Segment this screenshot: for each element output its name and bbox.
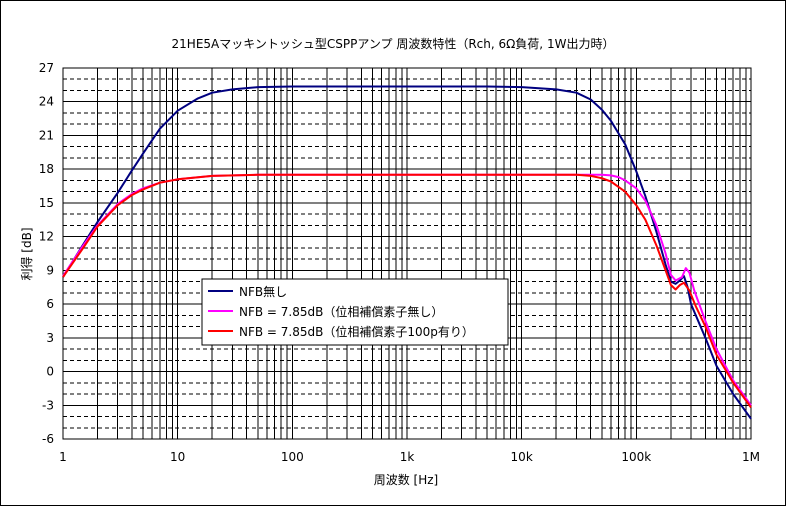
series-line-3 bbox=[62, 173, 752, 409]
chart-title: 21HE5Aマッキントッシュ型CSPPアンプ 周波数特性（Rch, 6Ω負荷, … bbox=[172, 36, 615, 51]
y-tick-labels: -6 -3 0 3 6 9 12 15 18 21 24 27 bbox=[39, 61, 54, 446]
x-tick-label: 1k bbox=[400, 450, 415, 464]
x-tick-label: 1 bbox=[59, 450, 67, 464]
y-tick-label: 15 bbox=[39, 196, 54, 210]
x-tick-label: 1M bbox=[742, 450, 760, 464]
y-tick-label: 12 bbox=[39, 230, 54, 244]
y-tick-label: -3 bbox=[42, 398, 54, 412]
y-tick-label: 21 bbox=[39, 128, 54, 142]
legend-label-3: NFB = 7.85dB（位相補償素子100p有り） bbox=[239, 324, 474, 339]
y-tick-label: 24 bbox=[39, 95, 54, 109]
legend-label-2: NFB = 7.85dB（位相補償素子無し） bbox=[239, 304, 443, 319]
plot-border bbox=[62, 67, 752, 440]
series-line-1 bbox=[62, 85, 752, 420]
y-axis-label: 利得 [dB] bbox=[19, 227, 34, 280]
grid-lines bbox=[62, 67, 752, 440]
series-lines bbox=[62, 85, 752, 420]
x-tick-labels: 1 10 100 1k 10k 100k 1M bbox=[59, 450, 760, 464]
x-tick-label: 10k bbox=[511, 450, 533, 464]
legend-box bbox=[201, 278, 509, 346]
x-tick-label: 100 bbox=[281, 450, 304, 464]
y-tick-label: 18 bbox=[39, 162, 54, 176]
x-tick-label: 10 bbox=[170, 450, 185, 464]
x-tick-label: 100k bbox=[621, 450, 651, 464]
x-axis-label: 周波数 [Hz] bbox=[374, 472, 439, 487]
legend-label-1: NFB無し bbox=[239, 284, 287, 299]
y-tick-label: 3 bbox=[46, 331, 54, 345]
legend: NFB無し NFB = 7.85dB（位相補償素子無し） NFB = 7.85dB（… bbox=[201, 278, 509, 346]
y-tick-label: 9 bbox=[46, 263, 54, 277]
y-tick-label: -6 bbox=[42, 432, 54, 446]
y-tick-label: 6 bbox=[46, 297, 54, 311]
y-tick-label: 27 bbox=[39, 61, 54, 75]
y-tick-label: 0 bbox=[46, 365, 54, 379]
